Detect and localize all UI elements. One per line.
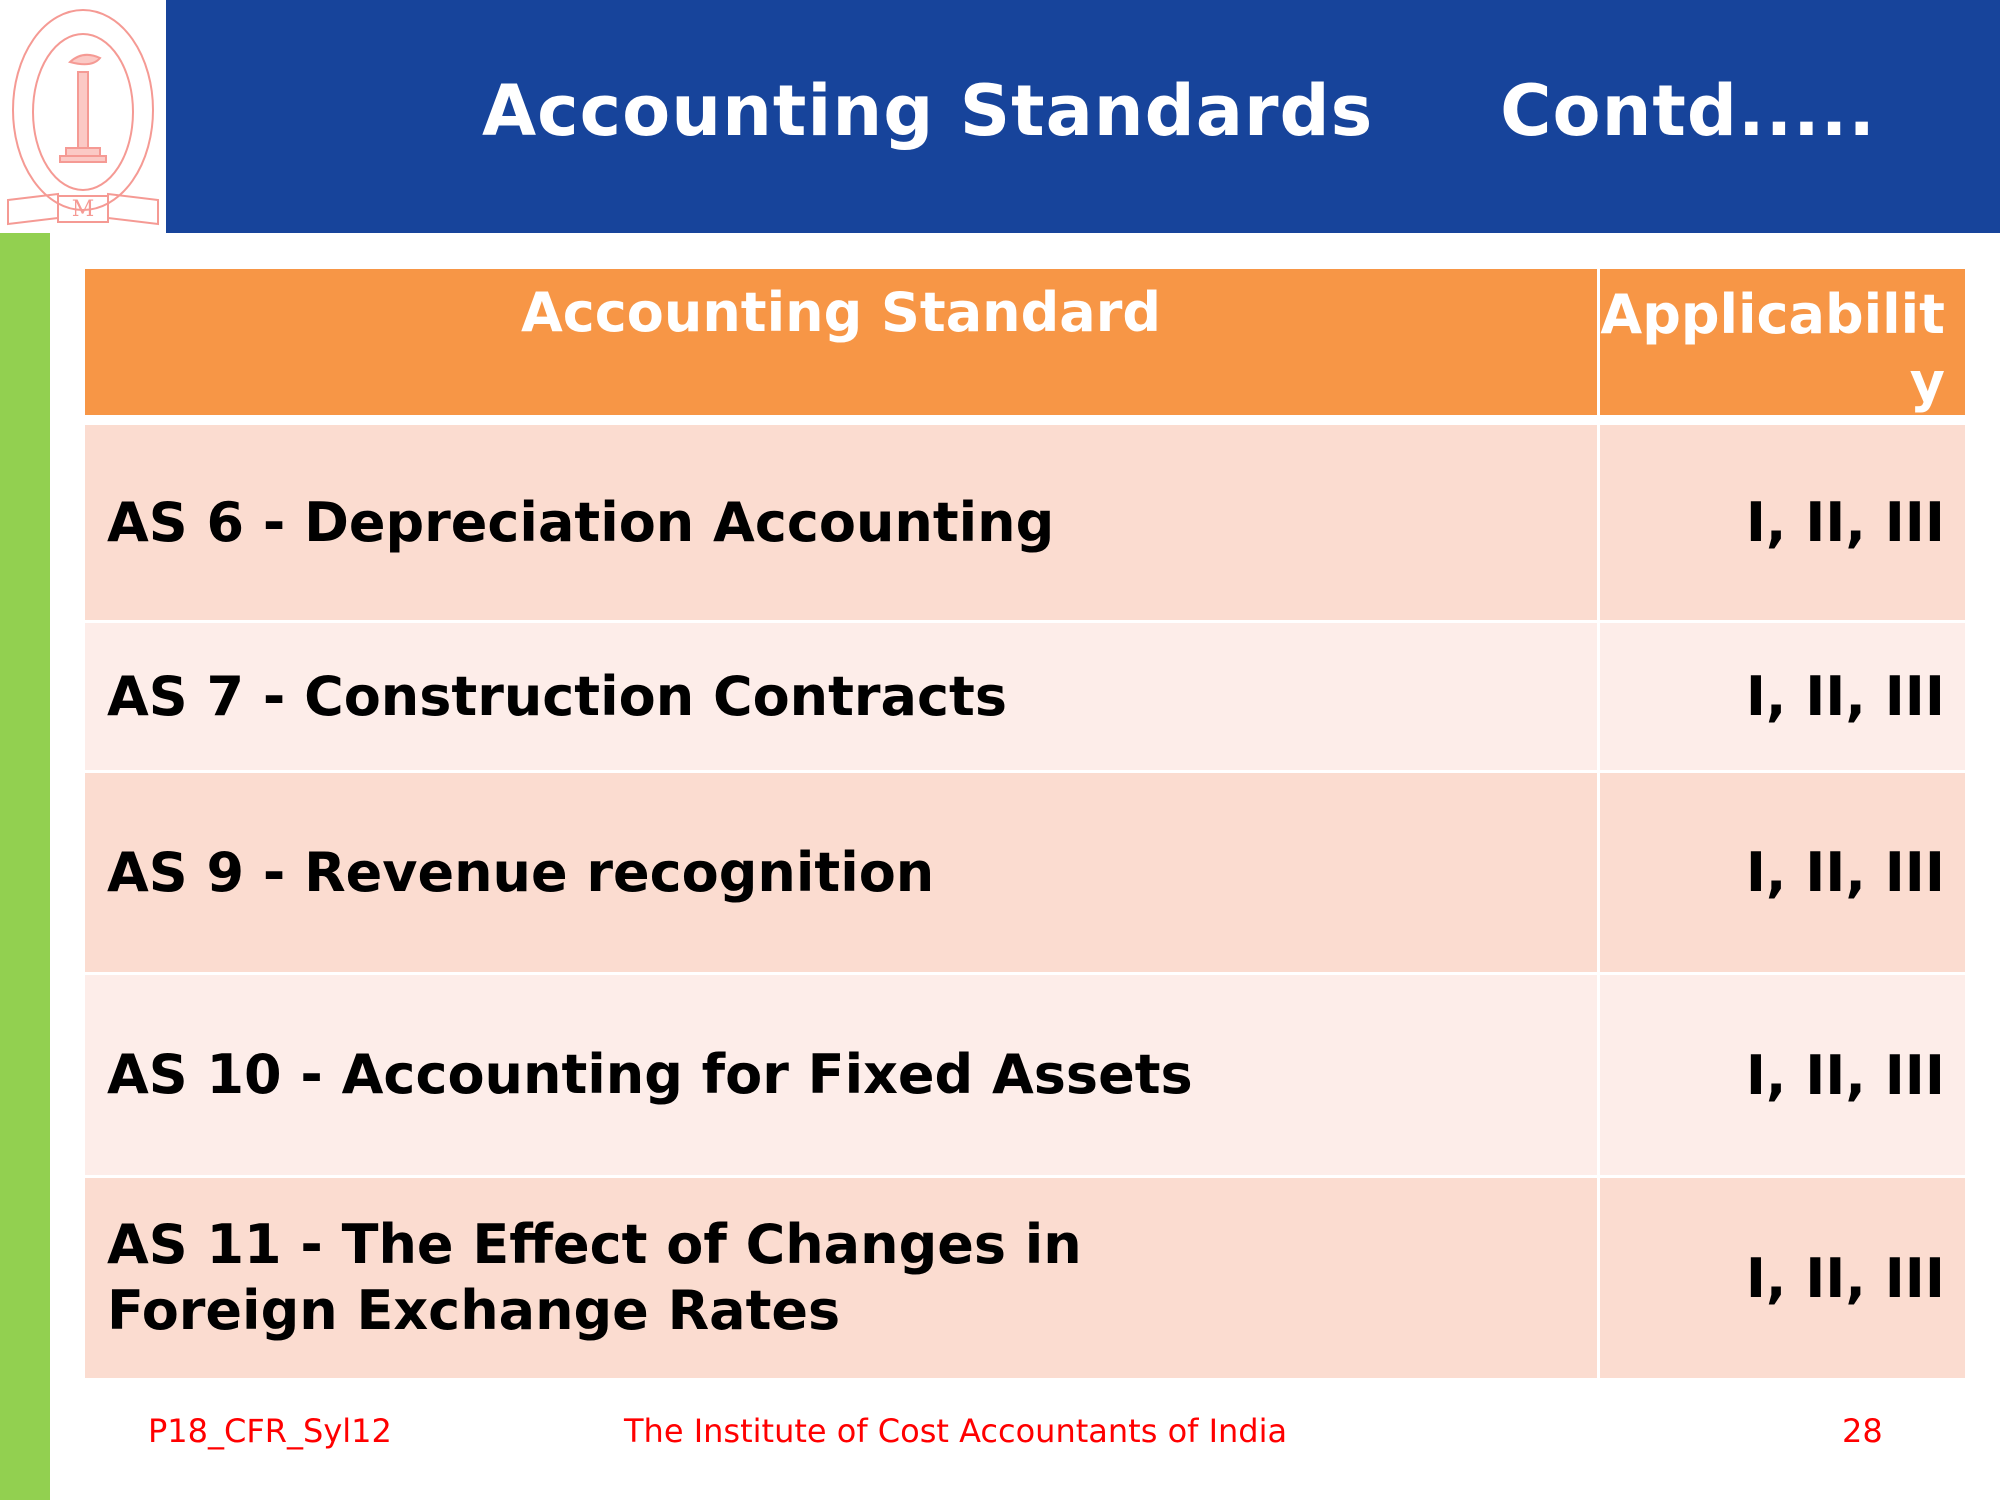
applicability-cell: I, II, III — [1600, 425, 1965, 620]
table-row: AS 10 - Accounting for Fixed Assets I, I… — [85, 975, 1965, 1175]
footer-institute: The Institute of Cost Accountants of Ind… — [624, 1412, 1288, 1450]
slide-title: Accounting Standards Contd..... — [482, 70, 1876, 152]
accent-bar — [0, 233, 50, 1500]
column-header-standard: Accounting Standard — [85, 269, 1597, 415]
footer-code: P18_CFR_Syl12 — [148, 1412, 392, 1450]
applicability-cell: I, II, III — [1600, 1178, 1965, 1378]
svg-text:M: M — [72, 197, 95, 222]
page-number: 28 — [1842, 1412, 1883, 1450]
standard-cell: AS 6 - Depreciation Accounting — [85, 425, 1597, 620]
table-row: AS 7 - Construction Contracts I, II, III — [85, 623, 1965, 770]
standard-cell: AS 7 - Construction Contracts — [85, 623, 1597, 770]
table-row: AS 9 - Revenue recognition I, II, III — [85, 773, 1965, 972]
table-header-row: Accounting Standard Applicability — [85, 269, 1965, 415]
applicability-cell: I, II, III — [1600, 623, 1965, 770]
standard-cell: AS 10 - Accounting for Fixed Assets — [85, 975, 1597, 1175]
applicability-cell: I, II, III — [1600, 975, 1965, 1175]
table-row: AS 11 - The Effect of Changes in Foreign… — [85, 1178, 1965, 1378]
table-row: AS 6 - Depreciation Accounting I, II, II… — [85, 425, 1965, 620]
applicability-cell: I, II, III — [1600, 773, 1965, 972]
institute-logo: M — [0, 0, 166, 233]
title-bar: Accounting Standards Contd..... — [166, 0, 2000, 233]
standard-cell: AS 11 - The Effect of Changes in Foreign… — [85, 1178, 1597, 1378]
column-header-applicability: Applicability — [1600, 269, 1965, 415]
standard-cell: AS 9 - Revenue recognition — [85, 773, 1597, 972]
